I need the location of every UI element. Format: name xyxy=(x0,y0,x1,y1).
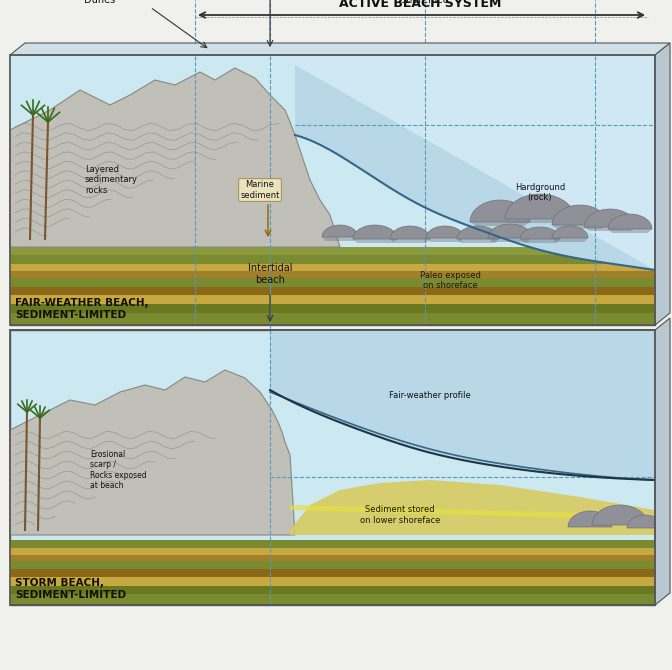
Polygon shape xyxy=(10,594,655,605)
Polygon shape xyxy=(627,515,663,528)
Polygon shape xyxy=(10,255,655,264)
Polygon shape xyxy=(655,318,670,605)
Polygon shape xyxy=(505,194,575,219)
Polygon shape xyxy=(353,225,397,239)
Text: ACTIVE BEACH SYSTEM: ACTIVE BEACH SYSTEM xyxy=(339,0,501,10)
Polygon shape xyxy=(10,43,670,55)
Polygon shape xyxy=(10,55,655,325)
Polygon shape xyxy=(457,239,499,243)
Polygon shape xyxy=(390,239,430,243)
Polygon shape xyxy=(552,205,608,225)
Text: Erosional
scarp /
Rocks exposed
at beach: Erosional scarp / Rocks exposed at beach xyxy=(90,450,146,490)
Polygon shape xyxy=(270,330,655,535)
Polygon shape xyxy=(322,225,358,237)
Polygon shape xyxy=(10,577,655,586)
Polygon shape xyxy=(10,586,655,594)
Bar xyxy=(10,330,655,605)
Text: Shoreface: Shoreface xyxy=(401,0,450,5)
Polygon shape xyxy=(608,229,652,233)
Polygon shape xyxy=(470,222,530,226)
Polygon shape xyxy=(10,295,655,304)
Polygon shape xyxy=(353,239,397,243)
Polygon shape xyxy=(10,247,655,255)
Polygon shape xyxy=(10,370,295,535)
Polygon shape xyxy=(10,549,655,555)
Polygon shape xyxy=(457,226,499,239)
Text: Layered
sedimentary
rocks: Layered sedimentary rocks xyxy=(85,165,138,195)
Polygon shape xyxy=(10,561,655,569)
Polygon shape xyxy=(290,480,655,535)
Polygon shape xyxy=(488,224,532,238)
Text: Hardground
(rock): Hardground (rock) xyxy=(515,183,565,202)
Polygon shape xyxy=(426,226,464,238)
Polygon shape xyxy=(390,226,430,239)
Polygon shape xyxy=(10,278,655,287)
Text: FAIR-WEATHER BEACH,
SEDIMENT-LIMITED: FAIR-WEATHER BEACH, SEDIMENT-LIMITED xyxy=(15,298,149,320)
Polygon shape xyxy=(584,209,636,227)
Text: Marine
sediment: Marine sediment xyxy=(241,180,280,200)
Polygon shape xyxy=(10,570,655,577)
Text: STORM BEACH,
SEDIMENT-LIMITED: STORM BEACH, SEDIMENT-LIMITED xyxy=(15,578,126,600)
Text: Fair-weather profile: Fair-weather profile xyxy=(389,391,471,399)
Polygon shape xyxy=(470,200,530,222)
Text: Sediment stored
on lower shoreface: Sediment stored on lower shoreface xyxy=(360,505,440,525)
Polygon shape xyxy=(10,68,340,247)
Polygon shape xyxy=(552,238,588,242)
Text: Intertidal
beach: Intertidal beach xyxy=(248,263,292,285)
Polygon shape xyxy=(592,505,648,525)
Polygon shape xyxy=(584,227,636,231)
Polygon shape xyxy=(552,226,588,238)
Polygon shape xyxy=(505,219,575,223)
Polygon shape xyxy=(520,227,560,239)
Bar xyxy=(10,55,655,325)
Polygon shape xyxy=(322,237,358,241)
Polygon shape xyxy=(488,238,532,242)
Polygon shape xyxy=(608,214,652,229)
Polygon shape xyxy=(10,313,655,325)
Polygon shape xyxy=(655,43,670,325)
Polygon shape xyxy=(520,239,560,243)
Polygon shape xyxy=(10,330,655,605)
Polygon shape xyxy=(295,55,655,270)
Polygon shape xyxy=(10,264,655,271)
Polygon shape xyxy=(10,304,655,313)
Polygon shape xyxy=(295,55,655,270)
Polygon shape xyxy=(10,287,655,295)
Text: Paleo exposed
on shoreface: Paleo exposed on shoreface xyxy=(419,271,480,290)
Polygon shape xyxy=(290,505,655,520)
Polygon shape xyxy=(10,540,655,549)
Polygon shape xyxy=(10,55,655,325)
Text: Dunes: Dunes xyxy=(85,0,116,5)
Polygon shape xyxy=(10,555,655,561)
Polygon shape xyxy=(10,271,655,278)
Polygon shape xyxy=(568,511,612,527)
Polygon shape xyxy=(426,238,464,242)
Polygon shape xyxy=(552,225,608,229)
